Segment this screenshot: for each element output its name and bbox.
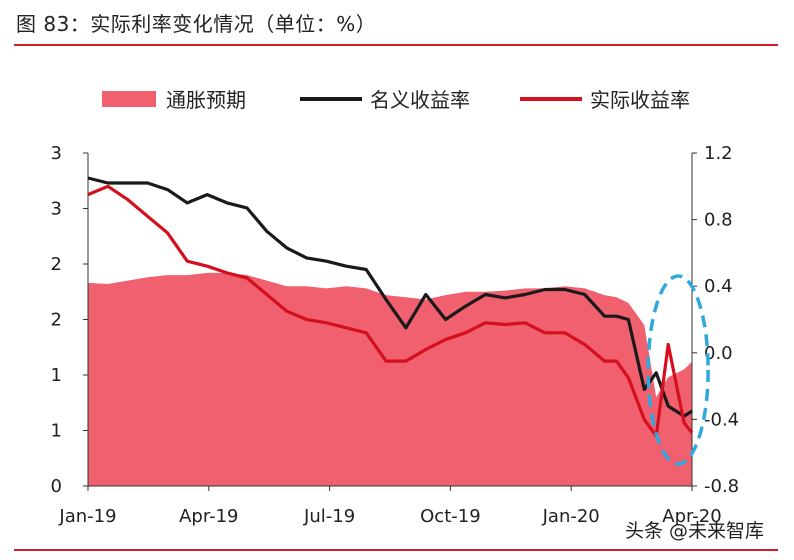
x-tick-label: Oct-19 [420, 506, 481, 527]
x-tick-label: Apr-20 [662, 506, 721, 527]
bottom-rule [14, 549, 778, 551]
right-tick-label: -0.8 [704, 476, 739, 497]
right-tick-label: 0.0 [704, 343, 733, 364]
area-layer [88, 272, 692, 486]
x-tick-label: Jan-19 [58, 506, 116, 527]
annotation-layer [646, 274, 710, 466]
right-tick-label: 1.2 [704, 143, 733, 164]
figure-title: 图 83：实际利率变化情况（单位：%） [16, 12, 377, 36]
highlight-ellipse [646, 274, 710, 466]
left-tick-label: 2 [51, 254, 62, 275]
watermark: 头条 @未来智库 [625, 520, 765, 542]
left-tick-label: 1 [51, 365, 62, 386]
right-tick-label: 0.4 [704, 276, 733, 297]
left-tick-label: 1 [51, 421, 62, 442]
legend-label: 名义收益率 [370, 88, 470, 112]
right-tick-label: -0.4 [704, 409, 739, 430]
x-tick-label: Jan-20 [542, 506, 600, 527]
legend: 通胀预期 名义收益率 实际收益率 [102, 88, 690, 112]
left-tick-label: 3 [51, 143, 62, 164]
left-tick-label: 0 [51, 476, 62, 497]
right-tick-label: 0.8 [704, 210, 733, 231]
series-line-nominal-yield [87, 176, 693, 418]
axes: 0 1 1 2 2 3 3 -0.8 -0.4 0.0 0.4 0.8 1.2 Jan-19 Apr-19 J… [51, 143, 740, 527]
top-rule [14, 44, 778, 46]
legend-label: 通胀预期 [166, 88, 246, 112]
left-tick-label: 2 [51, 310, 62, 331]
line-layer [87, 176, 694, 438]
x-tick-label: Jul-19 [303, 506, 355, 527]
x-tick-label: Apr-19 [179, 506, 238, 527]
series-line-real-yield [87, 184, 694, 438]
legend-swatch-inflation-expectation [102, 91, 156, 107]
legend-label: 实际收益率 [590, 88, 690, 112]
series-area-inflation-expectation [88, 272, 692, 486]
left-tick-label: 3 [51, 199, 62, 220]
